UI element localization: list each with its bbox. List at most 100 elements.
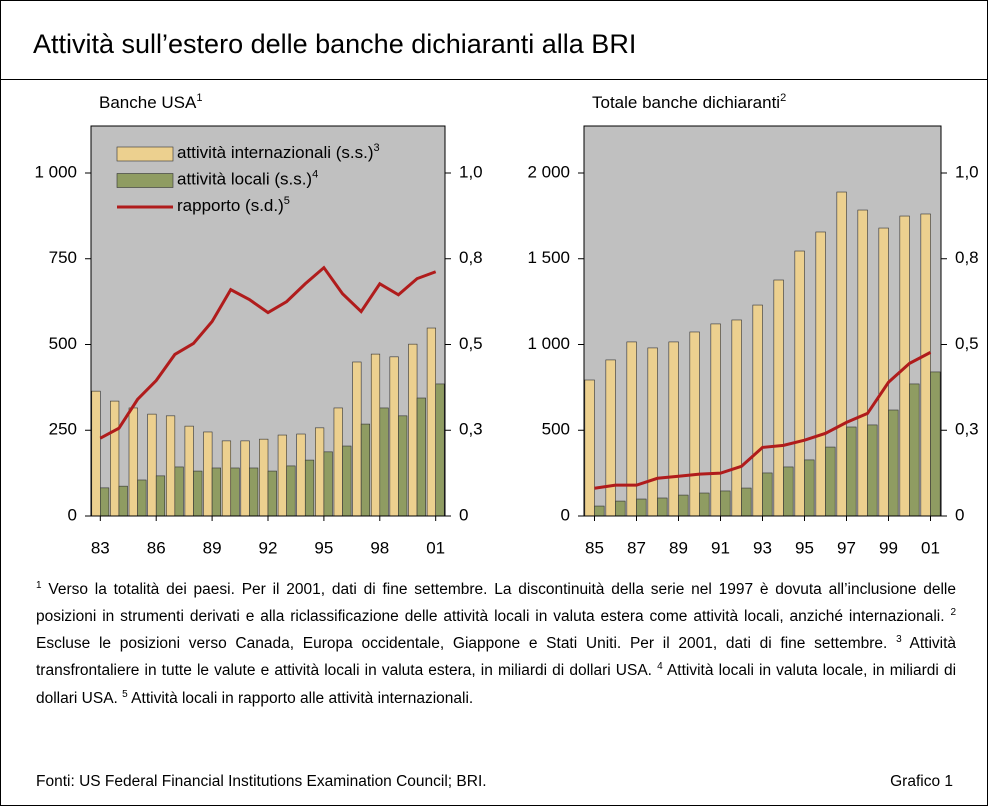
bar — [731, 319, 742, 517]
bar — [128, 407, 138, 517]
legend-note: 4 — [312, 168, 318, 180]
note-number: 1 — [36, 580, 42, 591]
bar — [794, 250, 805, 517]
legend-note: 5 — [284, 195, 290, 207]
y2-tick-label: 0,3 — [459, 420, 483, 439]
footnotes: 1 Verso la totalità dei paesi. Per il 20… — [36, 574, 956, 710]
bar — [315, 427, 325, 517]
y2-tick-label: 1,0 — [955, 162, 979, 181]
ratio-line — [594, 351, 932, 490]
bar — [370, 353, 381, 517]
plot-frame — [583, 125, 942, 517]
bar — [710, 323, 721, 517]
y-tick-label: 500 — [542, 420, 570, 439]
y-tick-label: 0 — [68, 505, 77, 524]
bar — [678, 494, 689, 517]
panel-title-note: 2 — [780, 92, 786, 104]
bar — [804, 459, 815, 517]
y2-tick-label: 0,3 — [955, 420, 979, 439]
x-tick-label: 92 — [259, 538, 278, 557]
y2-tick-label: 0 — [955, 505, 964, 524]
y-tick-label: 2 000 — [527, 162, 570, 181]
bar — [342, 445, 352, 517]
bar — [689, 331, 700, 517]
bar — [91, 390, 101, 517]
bar — [815, 231, 826, 517]
bar — [426, 327, 436, 517]
ratio-line — [99, 265, 437, 440]
y-tick-label: 1 000 — [527, 334, 570, 353]
bar — [100, 487, 110, 517]
bar — [296, 433, 306, 517]
bar — [615, 500, 626, 517]
bar — [594, 505, 605, 517]
bar — [333, 407, 343, 517]
x-tick-label: 83 — [91, 538, 110, 557]
panel-title: Banche USA1 — [99, 92, 202, 113]
x-tick-label: 87 — [627, 538, 646, 557]
bar — [416, 397, 426, 517]
y2-tick-label: 0,5 — [459, 334, 483, 353]
note-text: Attività locali in valuta locale, in mil… — [36, 662, 957, 707]
bar — [741, 487, 752, 517]
bar — [174, 466, 184, 517]
bar — [211, 467, 221, 517]
bar — [752, 304, 763, 517]
bar — [240, 440, 250, 517]
panel-title: Totale banche dichiaranti2 — [592, 92, 786, 113]
title-rule — [1, 79, 987, 80]
bar — [389, 356, 399, 517]
y2-tick-label: 1,0 — [459, 162, 483, 181]
bar — [184, 425, 194, 517]
x-tick-label: 89 — [669, 538, 688, 557]
bar — [398, 415, 408, 517]
bar — [930, 371, 941, 517]
y-tick-label: 1 500 — [527, 248, 570, 267]
bar — [825, 446, 836, 517]
x-tick-label: 98 — [370, 538, 389, 557]
bar — [888, 409, 899, 517]
bar — [147, 413, 157, 517]
x-tick-label: 01 — [426, 538, 445, 557]
bar — [878, 227, 889, 517]
bar — [857, 209, 868, 517]
note-text: Attività locali in rapporto alle attivit… — [131, 689, 474, 707]
bar — [836, 191, 847, 517]
x-tick-label: 95 — [314, 538, 333, 557]
bar — [720, 490, 731, 517]
bar — [137, 479, 147, 517]
x-tick-label: 97 — [837, 538, 856, 557]
legend-name: rapporto (s.d.) — [177, 196, 284, 215]
bar — [783, 466, 794, 517]
legend-name: attività locali (s.s.) — [177, 170, 312, 189]
bar — [203, 431, 213, 517]
bar — [668, 341, 679, 517]
legend-entry: rapporto (s.d.)5 — [177, 195, 290, 216]
bar — [110, 400, 120, 517]
legend-note: 3 — [374, 142, 380, 154]
y-tick-label: 1 000 — [34, 162, 77, 181]
bar — [165, 415, 176, 517]
bar — [155, 475, 166, 517]
bar — [360, 423, 371, 517]
bar — [657, 497, 668, 517]
note-number: 3 — [896, 634, 902, 646]
bar — [230, 467, 240, 517]
bar — [909, 383, 920, 517]
page-title: Attività sull’estero delle banche dichia… — [33, 29, 637, 59]
y-tick-label: 750 — [49, 248, 77, 267]
bar — [867, 424, 878, 517]
x-tick-label: 86 — [147, 538, 166, 557]
legend-entry: attività locali (s.s.)4 — [177, 168, 318, 189]
x-tick-label: 85 — [585, 538, 604, 557]
bar — [435, 383, 445, 517]
note-text: Verso la totalità dei paesi. Per il 2001… — [36, 581, 957, 626]
chart-label: Grafico 1 — [890, 773, 953, 790]
source: Fonti: US Federal Financial Institutions… — [36, 773, 487, 790]
bar — [699, 492, 710, 517]
y-tick-label: 500 — [49, 334, 77, 353]
bar — [584, 379, 595, 517]
bar — [773, 279, 784, 517]
